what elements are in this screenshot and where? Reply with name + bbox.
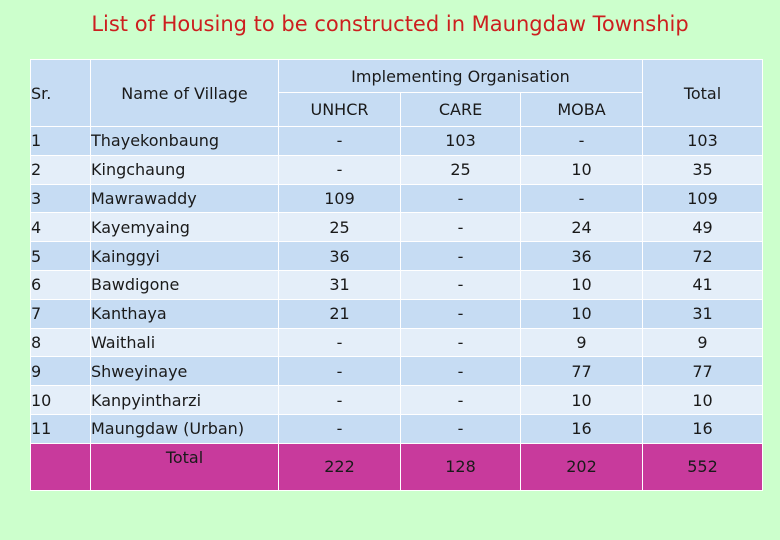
cell-total: 77	[642, 356, 763, 387]
cell-total: 9	[642, 327, 763, 358]
cell-care: 103	[400, 126, 521, 156]
totals-grand-total: 552	[642, 442, 763, 491]
cell-total: 10	[642, 385, 763, 415]
cell-care: -	[400, 298, 521, 329]
cell-village-name: Kainggyi	[90, 241, 279, 271]
header-sr: Sr.	[30, 59, 91, 127]
cell-sr: 3	[30, 183, 91, 214]
table-row: 10 Kanpyintharzi - -10 10	[30, 385, 763, 415]
cell-moba: 16	[520, 413, 643, 444]
table-header: Sr. Name of Village Implementing Organis…	[30, 59, 763, 127]
cell-moba: 77	[520, 356, 643, 387]
cell-sr: 11	[30, 413, 91, 444]
cell-total: 35	[642, 154, 763, 185]
cell-village-name: Thayekonbaung	[90, 126, 279, 156]
table-row: 8 Waithali - -9 9	[30, 327, 763, 358]
cell-moba: 10	[520, 154, 643, 185]
header-moba: MOBA	[520, 92, 643, 127]
header-unhcr: UNHCR	[278, 92, 401, 127]
table-row: 9 Shweyinaye - -77 77	[30, 356, 763, 387]
totals-care: 128	[400, 442, 521, 491]
cell-unhcr: -	[278, 327, 401, 358]
cell-care: -	[400, 212, 521, 243]
cell-sr: 9	[30, 356, 91, 387]
header-village-name: Name of Village	[90, 59, 279, 127]
cell-care: -	[400, 356, 521, 387]
table-row: 5 Kainggyi 36-36 72	[30, 241, 763, 271]
page-title: List of Housing to be constructed in Mau…	[91, 12, 689, 36]
cell-moba: 10	[520, 269, 643, 300]
cell-village-name: Kayemyaing	[90, 212, 279, 243]
cell-unhcr: -	[278, 356, 401, 387]
cell-sr: 6	[30, 269, 91, 300]
cell-unhcr: -	[278, 385, 401, 415]
cell-village-name: Maungdaw (Urban)	[90, 413, 279, 444]
cell-unhcr: 36	[278, 241, 401, 271]
cell-sr: 8	[30, 327, 91, 358]
cell-sr: 5	[30, 241, 91, 271]
cell-care: -	[400, 183, 521, 214]
cell-moba: 10	[520, 298, 643, 329]
table-row: 2 Kingchaung -25 10 35	[30, 154, 763, 185]
cell-unhcr: 21	[278, 298, 401, 329]
cell-sr: 7	[30, 298, 91, 329]
cell-total: 41	[642, 269, 763, 300]
cell-sr: 4	[30, 212, 91, 243]
cell-care: 25	[400, 154, 521, 185]
cell-total: 16	[642, 413, 763, 444]
table-footer: Total 222 128 202 552	[30, 442, 763, 491]
cell-care: -	[400, 269, 521, 300]
header-care: CARE	[400, 92, 521, 127]
totals-sr-cell	[30, 442, 91, 491]
totals-row: Total 222 128 202 552	[30, 442, 763, 491]
cell-moba: 9	[520, 327, 643, 358]
cell-care: -	[400, 327, 521, 358]
cell-sr: 10	[30, 385, 91, 415]
cell-unhcr: 31	[278, 269, 401, 300]
cell-village-name: Bawdigone	[90, 269, 279, 300]
totals-unhcr: 222	[278, 442, 401, 491]
cell-unhcr: -	[278, 154, 401, 185]
cell-total: 109	[642, 183, 763, 214]
table-row: 7 Kanthaya 21-10 31	[30, 298, 763, 329]
cell-village-name: Mawrawaddy	[90, 183, 279, 214]
cell-total: 31	[642, 298, 763, 329]
cell-village-name: Kanpyintharzi	[90, 385, 279, 415]
cell-total: 103	[642, 126, 763, 156]
totals-label: Total	[90, 442, 279, 491]
table-row: 4 Kayemyaing 25-24 49	[30, 212, 763, 243]
cell-care: -	[400, 241, 521, 271]
header-implementing-organisation: Implementing Organisation	[278, 59, 643, 93]
table-row: 1 Thayekonbaung -103-103	[30, 126, 763, 156]
cell-unhcr: -	[278, 413, 401, 444]
cell-total: 72	[642, 241, 763, 271]
cell-sr: 1	[30, 126, 91, 156]
cell-moba: -	[520, 126, 643, 156]
cell-moba: 36	[520, 241, 643, 271]
cell-total: 49	[642, 212, 763, 243]
cell-village-name: Waithali	[90, 327, 279, 358]
cell-sr: 2	[30, 154, 91, 185]
cell-village-name: Shweyinaye	[90, 356, 279, 387]
cell-moba: -	[520, 183, 643, 214]
cell-moba: 24	[520, 212, 643, 243]
table-body: 1 Thayekonbaung -103-103 2 Kingchaung -25 10 35…	[30, 126, 763, 444]
cell-unhcr: 109	[278, 183, 401, 214]
cell-care: -	[400, 385, 521, 415]
totals-moba: 202	[520, 442, 643, 491]
table-row: 11 Maungdaw (Urban) - -16 16	[30, 413, 763, 444]
cell-care: -	[400, 413, 521, 444]
cell-village-name: Kingchaung	[90, 154, 279, 185]
cell-unhcr: 25	[278, 212, 401, 243]
cell-village-name: Kanthaya	[90, 298, 279, 329]
header-total: Total	[642, 59, 763, 127]
table-row: 6 Bawdigone 31-10 41	[30, 269, 763, 300]
table-row: 3 Mawrawaddy 109- -109	[30, 183, 763, 214]
housing-table: Sr. Name of Village Implementing Organis…	[30, 59, 763, 491]
cell-moba: 10	[520, 385, 643, 415]
cell-unhcr: -	[278, 126, 401, 156]
